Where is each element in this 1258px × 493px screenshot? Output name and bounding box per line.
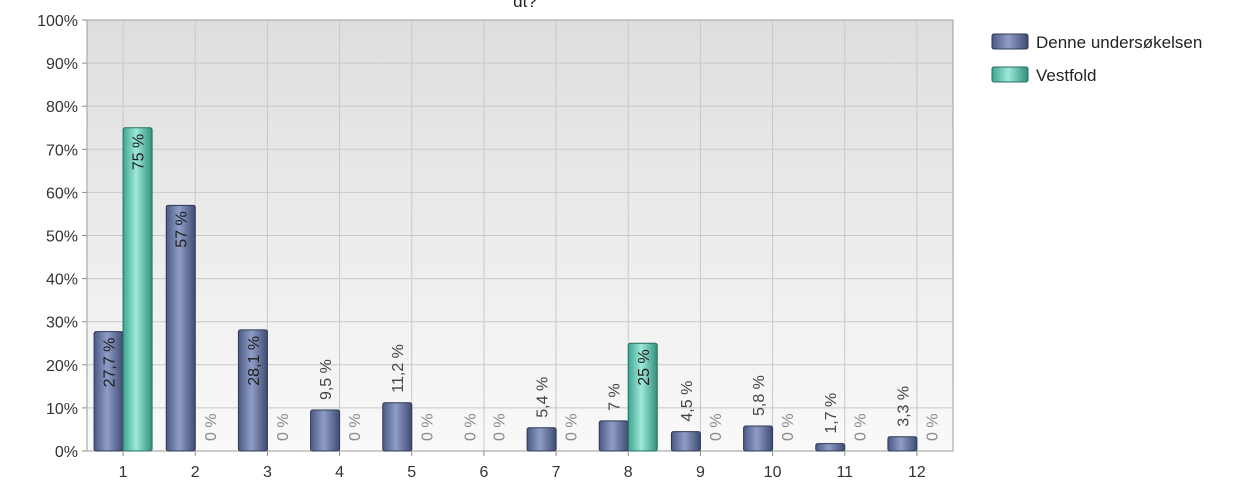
bar-denne-undersokelsen-8: [598, 420, 629, 452]
legend-swatch-vestfold: [991, 66, 1029, 83]
data-label: 0 %: [564, 413, 581, 441]
x-tick-label: 7: [552, 464, 561, 481]
bar-denne-undersokelsen-7: [526, 427, 557, 452]
data-labels: 27,7 % 57 % 28,1 % 9,5 % 11,2 % 0 % 5,4 % 7 % 4,…: [102, 134, 942, 441]
data-label: 0 %: [491, 413, 508, 441]
data-label: 11,2 %: [390, 344, 407, 393]
data-label: 27,7 %: [102, 338, 119, 388]
data-label: 25 %: [636, 349, 653, 385]
y-tick-label: 100%: [37, 13, 78, 30]
x-tick-label: 3: [263, 464, 272, 481]
data-label: 1,7 %: [823, 393, 840, 434]
x-tick-label: 8: [624, 464, 633, 481]
data-label: 57 %: [174, 211, 191, 247]
y-tick-label: 40%: [46, 272, 78, 289]
x-tick-label: 2: [191, 464, 200, 481]
data-label: 0 %: [708, 413, 725, 441]
x-tick-label: 10: [764, 464, 782, 481]
legend-label-denne-undersokelsen: Denne undersøkelsen: [1036, 33, 1202, 52]
bar-denne-undersokelsen-11: [815, 443, 846, 452]
x-tick-label: 11: [836, 464, 853, 481]
y-tick-label: 50%: [46, 229, 78, 246]
y-tick-label: 10%: [46, 401, 78, 418]
legend-swatch-denne-undersokelsen: [991, 33, 1029, 50]
data-label: 4,5 %: [679, 381, 696, 422]
data-label: 28,1 %: [246, 336, 263, 386]
bars: [93, 127, 918, 452]
data-label: 0 %: [347, 413, 364, 441]
data-label: 9,5 %: [318, 359, 335, 400]
data-label: 0 %: [275, 413, 292, 441]
bar-denne-undersokelsen-10: [743, 425, 774, 452]
data-label: 0 %: [462, 413, 479, 441]
chart-title: dt?: [513, 0, 537, 11]
data-label: 7 %: [607, 383, 624, 411]
x-tick-label: 1: [119, 464, 128, 481]
bar-denne-undersokelsen-3: [237, 329, 268, 452]
bar-denne-undersokelsen-5: [382, 402, 413, 452]
y-tick-label: 90%: [46, 56, 78, 73]
x-tick-label: 5: [407, 464, 416, 481]
bar-vestfold-8: [627, 342, 658, 452]
y-tick-label: 70%: [46, 142, 78, 159]
bar-denne-undersokelsen-4: [310, 409, 341, 452]
data-label: 0 %: [924, 413, 941, 441]
bar-vestfold-1: [122, 127, 153, 452]
data-label: 0 %: [419, 413, 436, 441]
legend-label-vestfold: Vestfold: [1036, 66, 1097, 85]
data-label: 0 %: [780, 413, 797, 441]
x-axis: 1 2 3 4 5 6 7 8 9 10 11 12: [119, 451, 926, 481]
x-tick-label: 6: [479, 464, 488, 481]
bar-denne-undersokelsen-12: [887, 436, 918, 452]
data-label: 75 %: [131, 134, 148, 170]
y-axis: 0% 10% 20% 30% 40% 50% 60% 70% 80% 90% 100%: [37, 13, 87, 461]
data-label: 0 %: [852, 413, 869, 441]
x-tick-label: 4: [335, 464, 344, 481]
y-tick-label: 30%: [46, 315, 78, 332]
y-tick-label: 60%: [46, 185, 78, 202]
data-label: 5,8 %: [751, 375, 768, 416]
x-tick-label: 9: [696, 464, 705, 481]
legend: Denne undersøkelsen Vestfold: [991, 33, 1202, 85]
bar-denne-undersokelsen-9: [670, 431, 701, 452]
data-label: 0 %: [203, 413, 220, 441]
bar-denne-undersokelsen-2: [165, 204, 196, 452]
y-tick-label: 80%: [46, 99, 78, 116]
y-tick-label: 20%: [46, 358, 78, 375]
x-tick-label: 12: [908, 464, 926, 481]
y-tick-label: 0%: [55, 444, 78, 461]
data-label: 3,3 %: [895, 386, 912, 427]
data-label: 5,4 %: [535, 377, 552, 418]
